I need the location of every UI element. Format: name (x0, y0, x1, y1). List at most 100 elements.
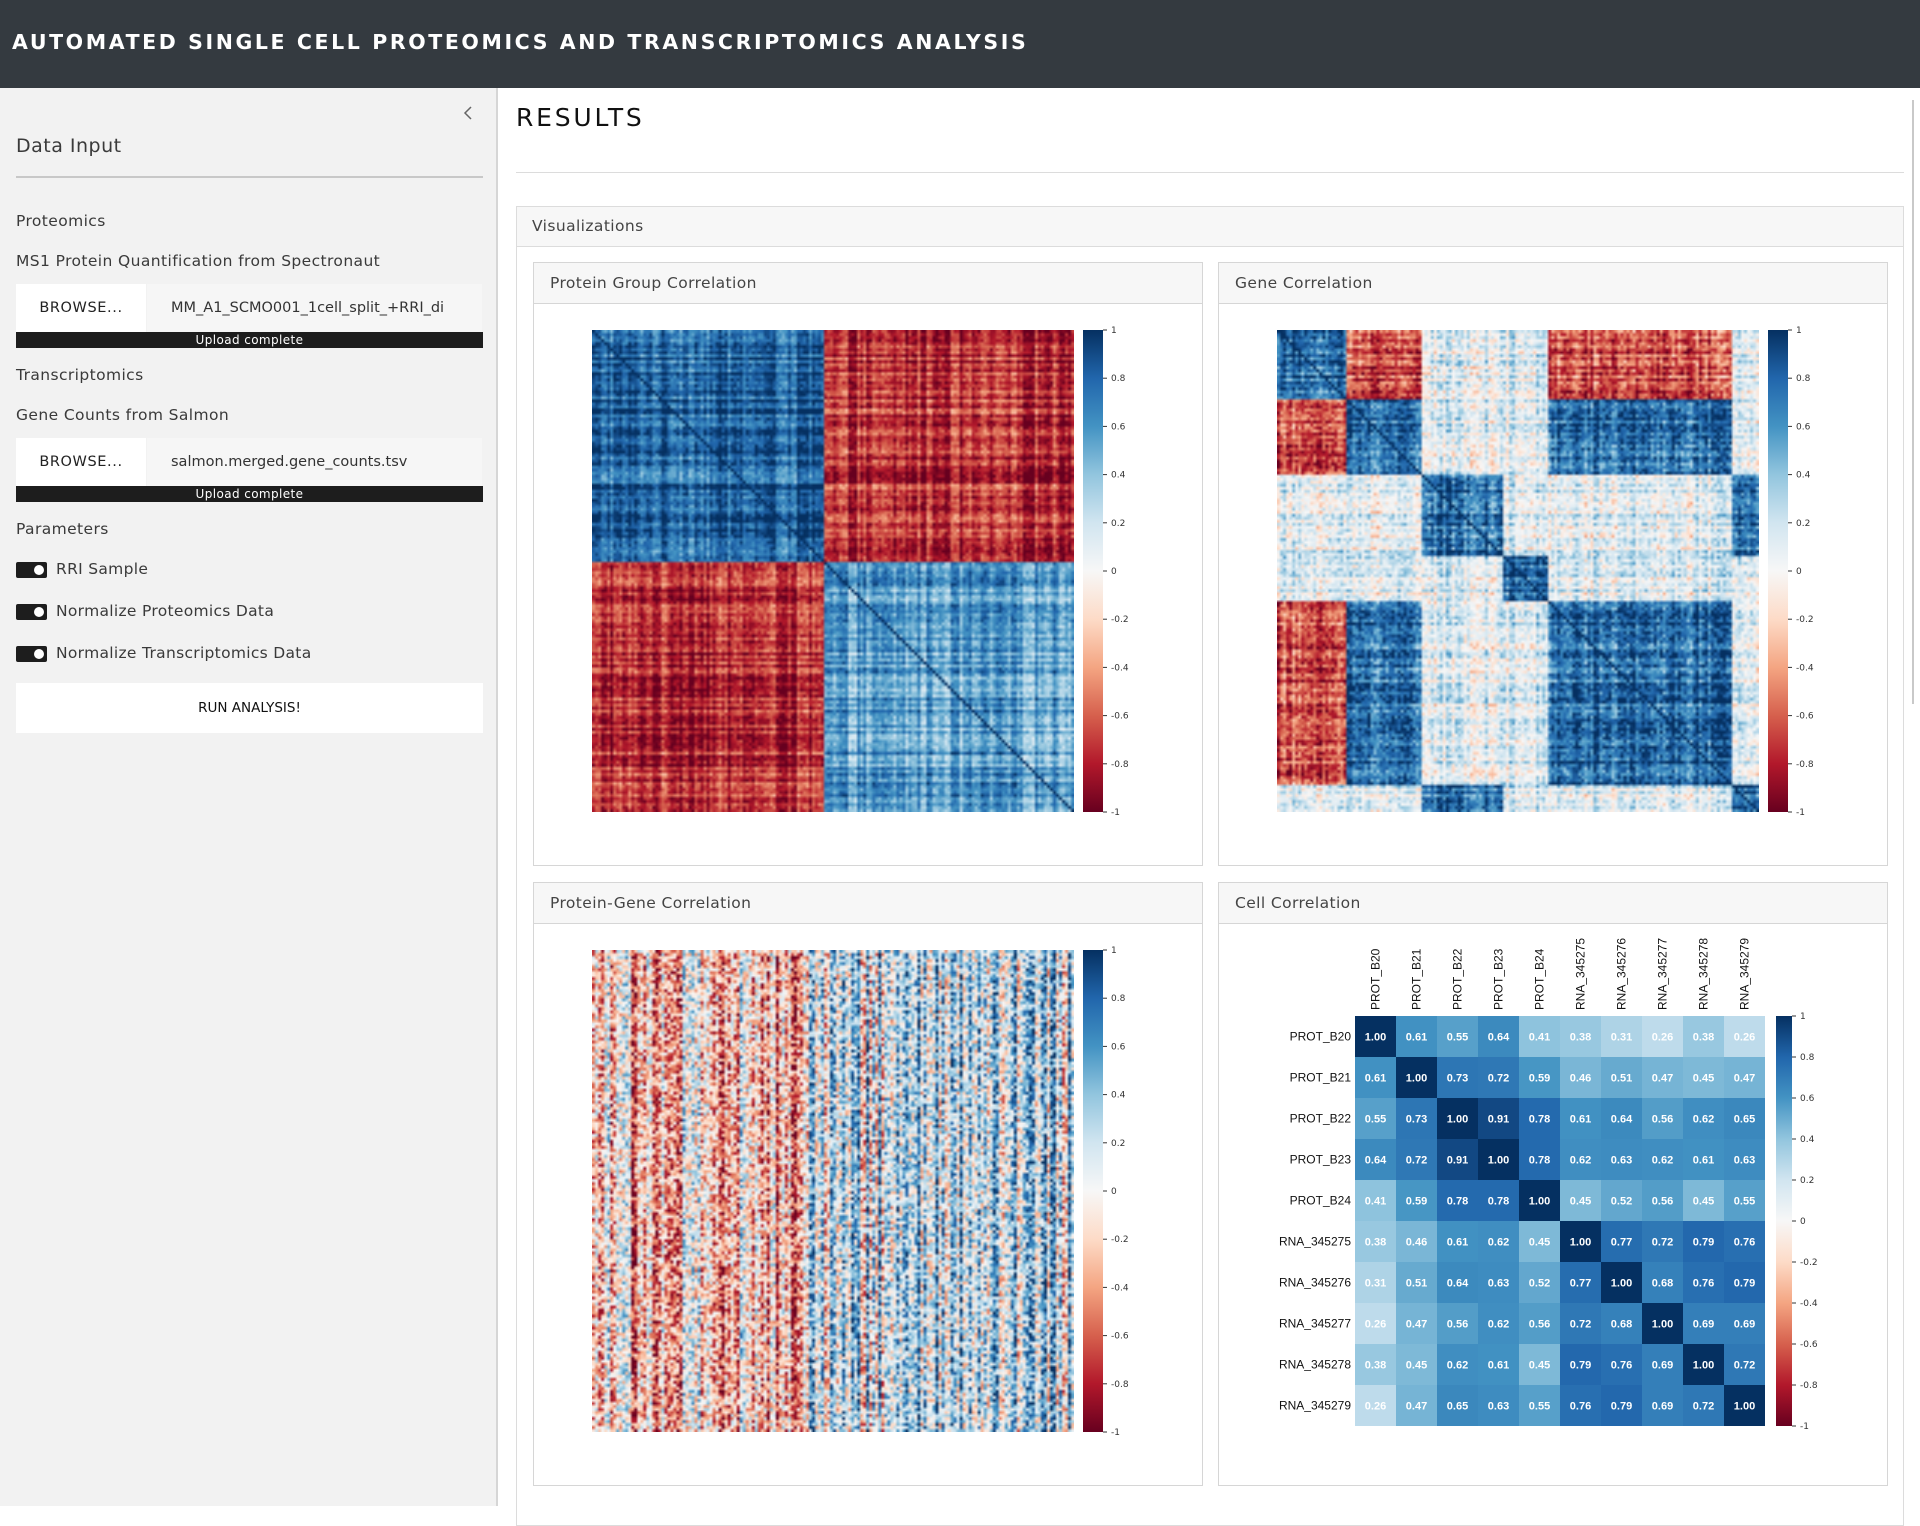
matrix-cell-value: 0.45 (1406, 1360, 1427, 1372)
run-analysis-button[interactable]: RUN ANALYSIS! (16, 683, 483, 733)
matrix-cell (1355, 1057, 1396, 1098)
transcriptomics-file-name[interactable]: salmon.merged.gene_counts.tsv (147, 438, 482, 486)
scrollbar[interactable] (1908, 88, 1920, 1506)
matrix-cell-value: 0.72 (1488, 1073, 1509, 1085)
matrix-cell-value: 0.69 (1652, 1401, 1673, 1413)
matrix-cell (1396, 1303, 1437, 1344)
top-navbar: AUTOMATED SINGLE CELL PROTEOMICS AND TRA… (0, 0, 1920, 88)
matrix-cell (1437, 1303, 1478, 1344)
row-label: RNA_345275 (1279, 1235, 1351, 1249)
row-label: PROT_B21 (1290, 1071, 1352, 1085)
matrix-cell-value: 0.76 (1734, 1237, 1755, 1249)
matrix-cell-value: 0.51 (1611, 1073, 1632, 1085)
matrix-cell (1355, 1262, 1396, 1303)
colorbar-tick-label: 0.2 (1796, 519, 1810, 529)
matrix-cell-value: 0.77 (1611, 1237, 1632, 1249)
colorbar (1083, 330, 1103, 812)
colorbar-tick-label: -0.2 (1111, 1235, 1129, 1245)
matrix-cell-value: 0.62 (1652, 1155, 1673, 1167)
matrix-cell (1396, 1098, 1437, 1139)
matrix-cell (1355, 1385, 1396, 1426)
colorbar-tick-label: -0.8 (1111, 760, 1129, 770)
matrix-cell-value: 0.79 (1570, 1360, 1591, 1372)
matrix-cell (1355, 1221, 1396, 1262)
matrix-cell-value: 0.45 (1570, 1196, 1591, 1208)
matrix-cell-value: 0.61 (1693, 1155, 1714, 1167)
transcriptomics-browse-button[interactable]: BROWSE... (16, 438, 146, 486)
matrix-cell-value: 0.78 (1529, 1155, 1550, 1167)
normalize-proteomics-toggle[interactable] (16, 604, 47, 620)
matrix-cell (1560, 1098, 1601, 1139)
matrix-cell-value: 0.64 (1611, 1114, 1633, 1126)
sidebar-heading: Data Input (16, 135, 122, 157)
matrix-cell-value: 0.26 (1365, 1319, 1386, 1331)
proteomics-browse-button[interactable]: BROWSE... (16, 284, 146, 332)
matrix-cell (1560, 1180, 1601, 1221)
colorbar-tick-label: 1 (1111, 946, 1117, 956)
matrix-cell-value: 1.00 (1488, 1155, 1509, 1167)
matrix-cell-value: 0.52 (1529, 1278, 1550, 1290)
colorbar-tick-label: -1 (1111, 808, 1120, 818)
matrix-cell (1560, 1385, 1601, 1426)
matrix-cell-value: 0.55 (1365, 1114, 1386, 1126)
matrix-cell (1683, 1139, 1724, 1180)
normalize-transcriptomics-toggle[interactable] (16, 646, 47, 662)
matrix-cell-value: 1.00 (1406, 1073, 1427, 1085)
matrix-cell-value: 0.47 (1406, 1401, 1427, 1413)
matrix-cell-value: 0.41 (1365, 1196, 1386, 1208)
toggle-knob (34, 649, 44, 659)
proteomics-upload-progress: Upload complete (16, 332, 483, 348)
colorbar-tick-label: -1 (1111, 1428, 1120, 1438)
rri-sample-toggle[interactable] (16, 562, 47, 578)
matrix-cell-value: 0.56 (1447, 1319, 1468, 1331)
matrix-cell-value: 0.64 (1488, 1032, 1510, 1044)
protein-gene-correlation-card: Protein-Gene Correlation 1 0.8 0.6 0.4 0.2 0 -… (533, 882, 1203, 1486)
colorbar-tick-label: 0.4 (1800, 1135, 1815, 1145)
matrix-cell-value: 0.72 (1734, 1360, 1755, 1372)
gene-correlation-heatmap: 1 0.8 0.6 0.4 0.2 0 -0.2 -0.4 -0.6 -0.8 -1 (1277, 326, 1814, 818)
matrix-cell-value: 0.78 (1529, 1114, 1550, 1126)
matrix-cell (1478, 1262, 1519, 1303)
matrix-cell-value: 0.79 (1611, 1401, 1632, 1413)
scrollbar-thumb[interactable] (1912, 100, 1914, 704)
matrix-cell (1355, 1098, 1396, 1139)
matrix-cell-value: 0.59 (1406, 1196, 1427, 1208)
colorbar (1776, 1016, 1792, 1426)
matrix-cell-value: 0.47 (1734, 1073, 1755, 1085)
matrix-cell (1396, 1262, 1437, 1303)
column-label: PROT_B23 (1492, 948, 1506, 1010)
matrix-cell-value: 0.65 (1734, 1114, 1755, 1126)
matrix-cell (1642, 1016, 1683, 1057)
matrix-cell (1724, 1016, 1765, 1057)
matrix-cell-value: 0.61 (1365, 1073, 1386, 1085)
colorbar-tick-label: 0 (1111, 1187, 1117, 1197)
row-label: PROT_B24 (1290, 1194, 1352, 1208)
column-label: PROT_B21 (1410, 948, 1424, 1010)
matrix-cell-value: 0.77 (1570, 1278, 1591, 1290)
colorbar-tick-label: 0.8 (1796, 374, 1811, 384)
matrix-cell-value: 0.69 (1734, 1319, 1755, 1331)
matrix-cell-value: 0.45 (1693, 1196, 1714, 1208)
matrix-cell (1601, 1180, 1642, 1221)
matrix-cell-value: 0.61 (1447, 1237, 1468, 1249)
matrix-cell-value: 0.51 (1406, 1278, 1427, 1290)
colorbar-tick-label: 0.4 (1111, 1091, 1126, 1101)
matrix-cell (1560, 1139, 1601, 1180)
matrix-cell (1560, 1221, 1601, 1262)
matrix-cell-value: 1.00 (1652, 1319, 1673, 1331)
chevron-left-icon[interactable] (460, 102, 476, 124)
proteomics-file-name[interactable]: MM_A1_SCMO001_1cell_split_+RRI_di (147, 284, 482, 332)
sidebar-divider (16, 176, 483, 178)
matrix-cell (1683, 1344, 1724, 1385)
matrix-cell (1724, 1057, 1765, 1098)
matrix-cell-value: 0.41 (1529, 1032, 1550, 1044)
matrix-cell (1478, 1344, 1519, 1385)
transcriptomics-upload-progress: Upload complete (16, 486, 483, 502)
matrix-cell-value: 0.56 (1652, 1114, 1673, 1126)
colorbar-tick-label: -0.6 (1796, 712, 1814, 722)
matrix-cell (1683, 1057, 1724, 1098)
matrix-cell-value: 0.62 (1570, 1155, 1591, 1167)
colorbar-tick-label: -0.6 (1111, 1332, 1129, 1342)
matrix-cell-value: 0.61 (1406, 1032, 1427, 1044)
colorbar-tick-label: -0.8 (1111, 1380, 1129, 1390)
